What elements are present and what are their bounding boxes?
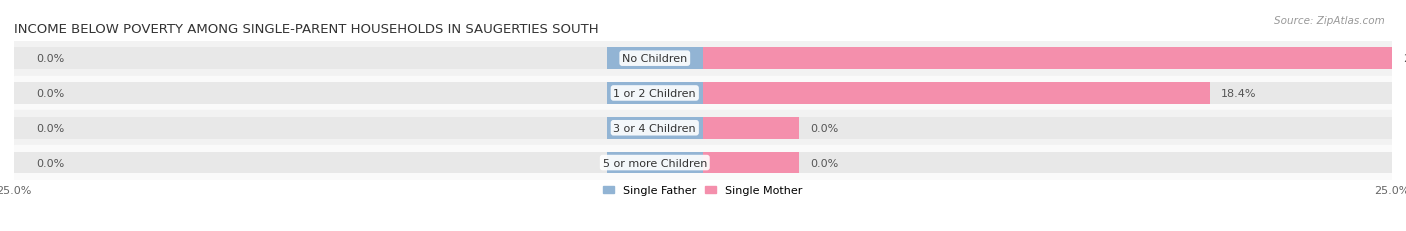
Bar bbox=[14, 111, 1392, 146]
Text: 0.0%: 0.0% bbox=[37, 88, 65, 99]
Bar bbox=[14, 83, 1392, 104]
Bar bbox=[606, 152, 703, 174]
Bar bbox=[14, 118, 1392, 139]
Bar bbox=[703, 48, 1392, 70]
Text: 3 or 4 Children: 3 or 4 Children bbox=[613, 123, 696, 133]
Text: 0.0%: 0.0% bbox=[37, 123, 65, 133]
Text: INCOME BELOW POVERTY AMONG SINGLE-PARENT HOUSEHOLDS IN SAUGERTIES SOUTH: INCOME BELOW POVERTY AMONG SINGLE-PARENT… bbox=[14, 23, 599, 36]
Bar bbox=[14, 48, 1392, 70]
Text: 18.4%: 18.4% bbox=[1220, 88, 1257, 99]
Text: No Children: No Children bbox=[621, 54, 688, 64]
Text: 1 or 2 Children: 1 or 2 Children bbox=[613, 88, 696, 99]
Bar bbox=[14, 76, 1392, 111]
Text: 5 or more Children: 5 or more Children bbox=[603, 158, 707, 168]
Bar bbox=[14, 152, 1392, 174]
Bar bbox=[703, 83, 1211, 104]
Bar bbox=[14, 42, 1392, 76]
Legend: Single Father, Single Mother: Single Father, Single Mother bbox=[603, 185, 803, 195]
Text: 0.0%: 0.0% bbox=[810, 123, 839, 133]
Bar bbox=[606, 83, 703, 104]
Text: 0.0%: 0.0% bbox=[37, 158, 65, 168]
Text: 0.0%: 0.0% bbox=[37, 54, 65, 64]
Text: 0.0%: 0.0% bbox=[810, 158, 839, 168]
Bar bbox=[703, 118, 800, 139]
Text: Source: ZipAtlas.com: Source: ZipAtlas.com bbox=[1274, 16, 1385, 26]
Bar bbox=[703, 152, 800, 174]
Bar bbox=[606, 118, 703, 139]
Bar bbox=[606, 48, 703, 70]
Bar bbox=[14, 146, 1392, 180]
Text: 25.0%: 25.0% bbox=[1403, 54, 1406, 64]
